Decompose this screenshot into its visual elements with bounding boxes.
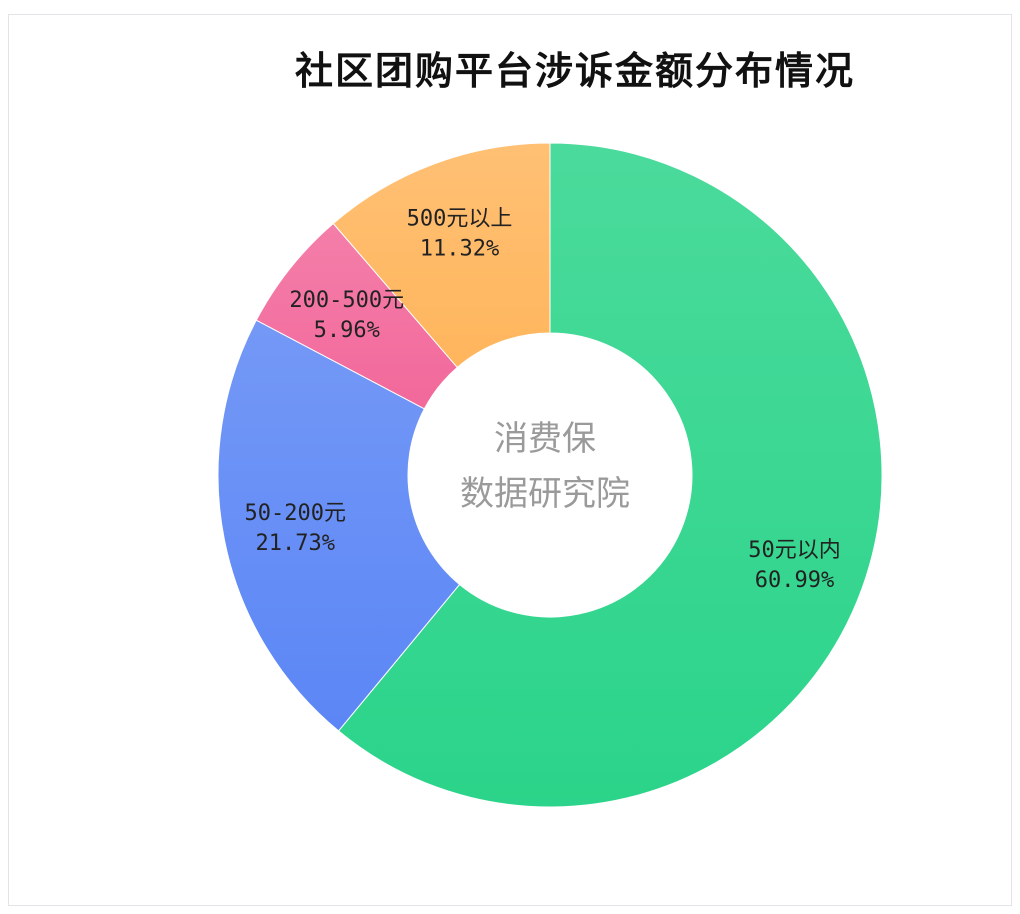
slice-label-3: 500元以上 xyxy=(407,206,513,231)
chart-title: 社区团购平台涉诉金额分布情况 xyxy=(294,48,855,93)
slice-value-1: 21.73% xyxy=(256,531,335,556)
slice-label-2: 200-500元 xyxy=(289,288,404,313)
slice-value-2: 5.96% xyxy=(314,318,380,343)
slice-value-3: 11.32% xyxy=(420,236,499,261)
slice-value-0: 60.99% xyxy=(755,568,834,593)
donut-hole xyxy=(408,333,692,617)
slice-label-0: 50元以内 xyxy=(748,538,841,563)
center-text-line-2: 数据研究院 xyxy=(460,474,630,514)
slice-label-1: 50-200元 xyxy=(245,501,346,526)
center-text-line-1: 消费保 xyxy=(494,419,596,459)
